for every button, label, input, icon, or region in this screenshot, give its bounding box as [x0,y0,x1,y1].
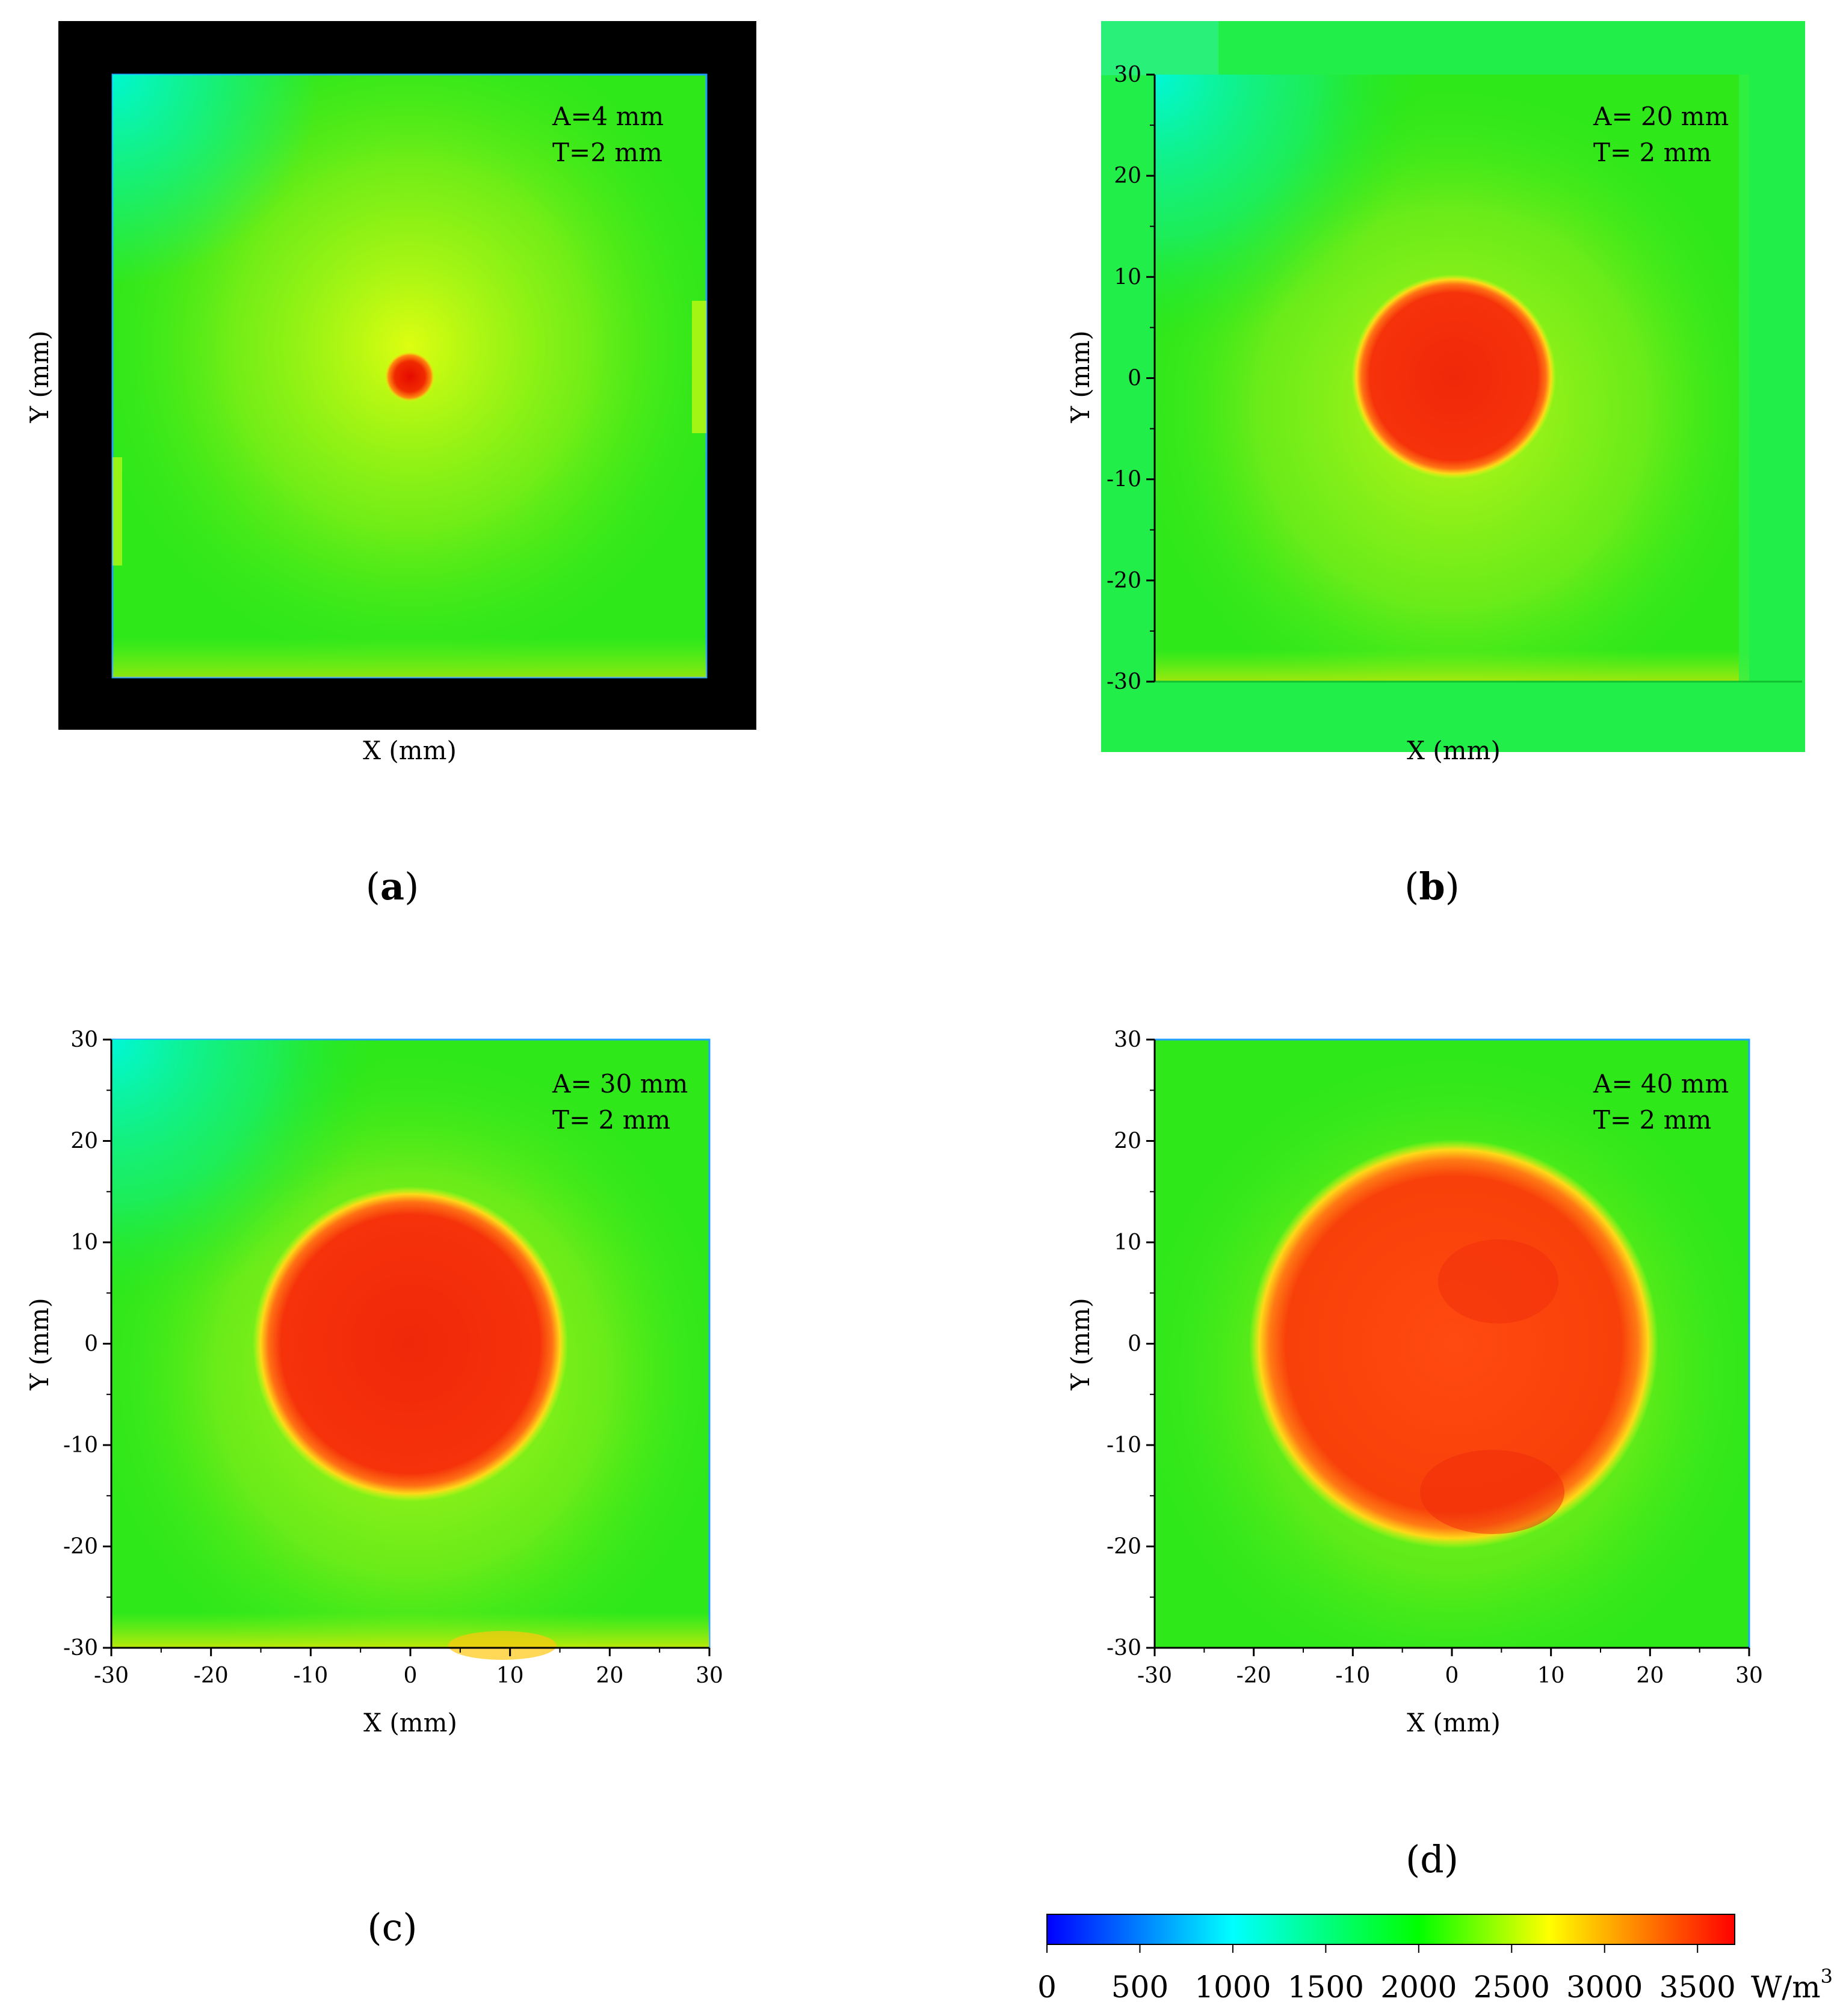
y-tick-label: -20 [1107,1535,1141,1559]
panel-label-c: (c) [367,1905,417,1949]
panel-c-ylabel: Y (mm) [25,1298,54,1391]
panel-a: A=4 mm T=2 mm X (mm) Y (mm) [25,21,756,765]
x-tick-label: 20 [596,1663,623,1688]
x-tick-label: 30 [1735,1663,1763,1688]
y-tick-label: 10 [70,1230,98,1255]
x-tick-label: -20 [1236,1663,1271,1688]
panel-b-annotation-1: A= 20 mm [1593,102,1729,131]
panel-b-annotation-2: T= 2 mm [1593,138,1711,167]
panel-label-b-letter: b [1419,865,1445,908]
colorbar-tick-label: 500 [1111,1970,1168,2005]
x-tick-label: 10 [496,1663,524,1688]
panel-b-ylabel: Y (mm) [1066,330,1095,424]
colorbar-unit-base: W/m [1751,1970,1821,2005]
x-tick-label: 30 [696,1663,723,1688]
colorbar-ticks: 0 500 1000 1500 2000 2500 3000 3500 [1037,1944,1736,2005]
y-tick-label: -10 [1107,1433,1141,1458]
colorbar-tick-label: 2500 [1474,1970,1550,2005]
panel-d-annotation-1: A= 40 mm [1593,1069,1729,1099]
panel-label-d: (d) [1406,1837,1459,1881]
y-tick-label: 0 [1128,1332,1141,1357]
panel-d-hotspot [1249,1139,1658,1549]
colorbar-tick-label: 2000 [1380,1970,1457,2005]
panel-c-hotspot [253,1186,568,1502]
y-tick-label: 30 [1114,63,1141,87]
colorbar-gradient [1046,1914,1735,1945]
x-tick-label: 0 [1445,1663,1459,1688]
panel-b-xlabel: X (mm) [1407,736,1501,765]
colorbar-tick-label: 0 [1037,1970,1057,2005]
panel-d-x-axis: -30 -20 -10 0 10 20 30 [1137,1647,1763,1688]
panel-b-y-axis: 30 20 10 0 -10 -20 -30 [1107,63,1156,694]
x-tick-label: -10 [1335,1663,1370,1688]
panel-c-y-axis: 30 20 10 0 -10 -20 -30 [63,1028,113,1660]
x-tick-label: -10 [293,1663,328,1688]
colorbar-tick-label: 3000 [1566,1970,1643,2005]
colorbar-tick-label: 3500 [1659,1970,1736,2005]
panel-c-annotation-2: T= 2 mm [552,1105,670,1135]
colorbar-unit-exponent: 3 [1821,1965,1833,1988]
y-tick-label: 20 [1114,164,1141,188]
x-tick-label: 10 [1537,1663,1565,1688]
panel-b: 30 20 10 0 -10 -20 -30 A= 20 mm T= 2 mm X (mm)… [1066,21,1805,765]
panel-d-heatmap [1153,1038,1750,1649]
panel-d: 30 20 10 0 -10 -20 -30 -30 -20 -10 0 10 20 30 A= 40 … [1066,1028,1763,1737]
panel-b-hotspot [1351,274,1556,479]
y-tick-label: 20 [1114,1129,1141,1154]
y-tick-label: -30 [63,1636,98,1660]
panel-d-ylabel: Y (mm) [1066,1298,1095,1391]
panel-label-a: (a) [366,865,419,908]
y-tick-label: 0 [84,1332,98,1357]
y-tick-label: -20 [63,1535,98,1559]
y-tick-label: -30 [1107,1636,1141,1660]
colorbar: 0 500 1000 1500 2000 2500 3000 3500 W/m3 [1037,1914,1833,2005]
panel-a-hotspot [384,351,435,402]
panel-a-heatmap [111,73,708,679]
panel-a-annotation-2: T=2 mm [552,138,662,167]
y-tick-label: -20 [1107,569,1141,593]
x-tick-label: -30 [1137,1663,1172,1688]
x-tick-label: 20 [1636,1663,1664,1688]
colorbar-unit: W/m3 [1751,1965,1833,2005]
panel-d-annotation-2: T= 2 mm [1593,1105,1711,1135]
colorbar-tick-label: 1000 [1194,1970,1271,2005]
y-tick-label: 30 [70,1028,98,1052]
panel-c-annotation-1: A= 30 mm [552,1069,688,1099]
panel-d-xlabel: X (mm) [1407,1708,1501,1737]
y-tick-label: 30 [1114,1028,1141,1052]
x-tick-label: 0 [404,1663,418,1688]
panel-a-annotation-1: A=4 mm [552,102,664,131]
colorbar-tick-label: 1500 [1288,1970,1364,2005]
x-tick-label: -20 [194,1663,229,1688]
y-tick-label: 20 [70,1129,98,1154]
panel-c-xlabel: X (mm) [363,1708,457,1737]
panel-d-y-axis: 30 20 10 0 -10 -20 -30 [1107,1028,1156,1660]
panel-a-xlabel: X (mm) [363,736,457,765]
panel-a-ylabel: Y (mm) [25,330,54,424]
panel-c-x-axis: -30 -20 -10 0 10 20 30 [94,1647,723,1688]
y-tick-label: 0 [1128,366,1141,391]
panel-label-a-letter: a [380,865,404,908]
panel-label-b: (b) [1404,865,1460,908]
panel-c: 30 20 10 0 -10 -20 -30 -30 -20 -10 0 10 20 30 A= 30 … [25,1028,723,1737]
y-tick-label: 10 [1114,265,1141,289]
panel-b-heatmap [1155,75,1749,682]
y-tick-label: -10 [1107,467,1141,492]
y-tick-label: 10 [1114,1230,1141,1255]
panel-c-heatmap [110,1038,711,1660]
y-tick-label: -10 [63,1433,98,1458]
panel-label-d-letter: d [1420,1837,1444,1881]
y-tick-label: -30 [1107,670,1141,694]
x-tick-label: -30 [94,1663,129,1688]
panel-label-c-letter: c [382,1905,403,1949]
